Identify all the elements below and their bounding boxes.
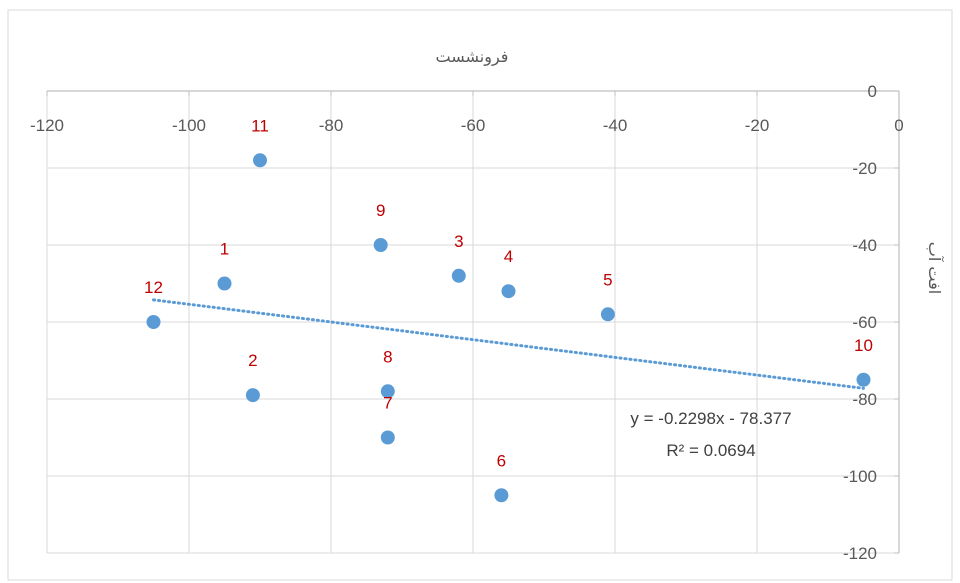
point-label: 5 — [603, 270, 612, 289]
point-label: 2 — [248, 351, 257, 370]
x-tick-label: -80 — [319, 116, 344, 135]
data-point — [502, 284, 516, 298]
y-tick-label: -80 — [852, 390, 877, 409]
data-point — [601, 307, 615, 321]
data-point — [218, 277, 232, 291]
data-point — [147, 315, 161, 329]
trendline-equation: y = -0.2298x - 78.377 — [630, 409, 791, 428]
point-label: 11 — [251, 116, 269, 135]
point-label: 7 — [383, 394, 392, 413]
data-point — [246, 388, 260, 402]
point-label: 3 — [454, 232, 463, 251]
point-label: 8 — [383, 347, 392, 366]
point-label: 10 — [854, 336, 873, 355]
x-tick-label: -60 — [461, 116, 486, 135]
y-tick-label: -120 — [843, 544, 877, 563]
y-tick-label: -60 — [852, 313, 877, 332]
data-point — [857, 373, 871, 387]
point-label: 4 — [504, 247, 513, 266]
y-tick-label: 0 — [868, 82, 877, 101]
data-point — [381, 431, 395, 445]
y-tick-label: -100 — [843, 467, 877, 486]
x-tick-label: -120 — [30, 116, 64, 135]
point-label: 6 — [497, 451, 506, 470]
point-label: 1 — [220, 240, 229, 259]
data-point — [374, 238, 388, 252]
x-axis-title: فرونشست — [436, 47, 509, 67]
y-tick-label: -20 — [852, 159, 877, 178]
y-tick-label: -40 — [852, 236, 877, 255]
y-axis-title: افت آب — [925, 242, 944, 294]
point-label: 12 — [144, 278, 163, 297]
x-tick-label: -40 — [603, 116, 628, 135]
x-tick-label: -100 — [172, 116, 206, 135]
x-tick-label: 0 — [894, 116, 903, 135]
data-point — [494, 488, 508, 502]
x-tick-label: -20 — [745, 116, 770, 135]
data-point — [452, 269, 466, 283]
trendline-r-squared: R² = 0.0694 — [666, 441, 755, 460]
data-point — [253, 153, 267, 167]
point-label: 9 — [376, 201, 385, 220]
